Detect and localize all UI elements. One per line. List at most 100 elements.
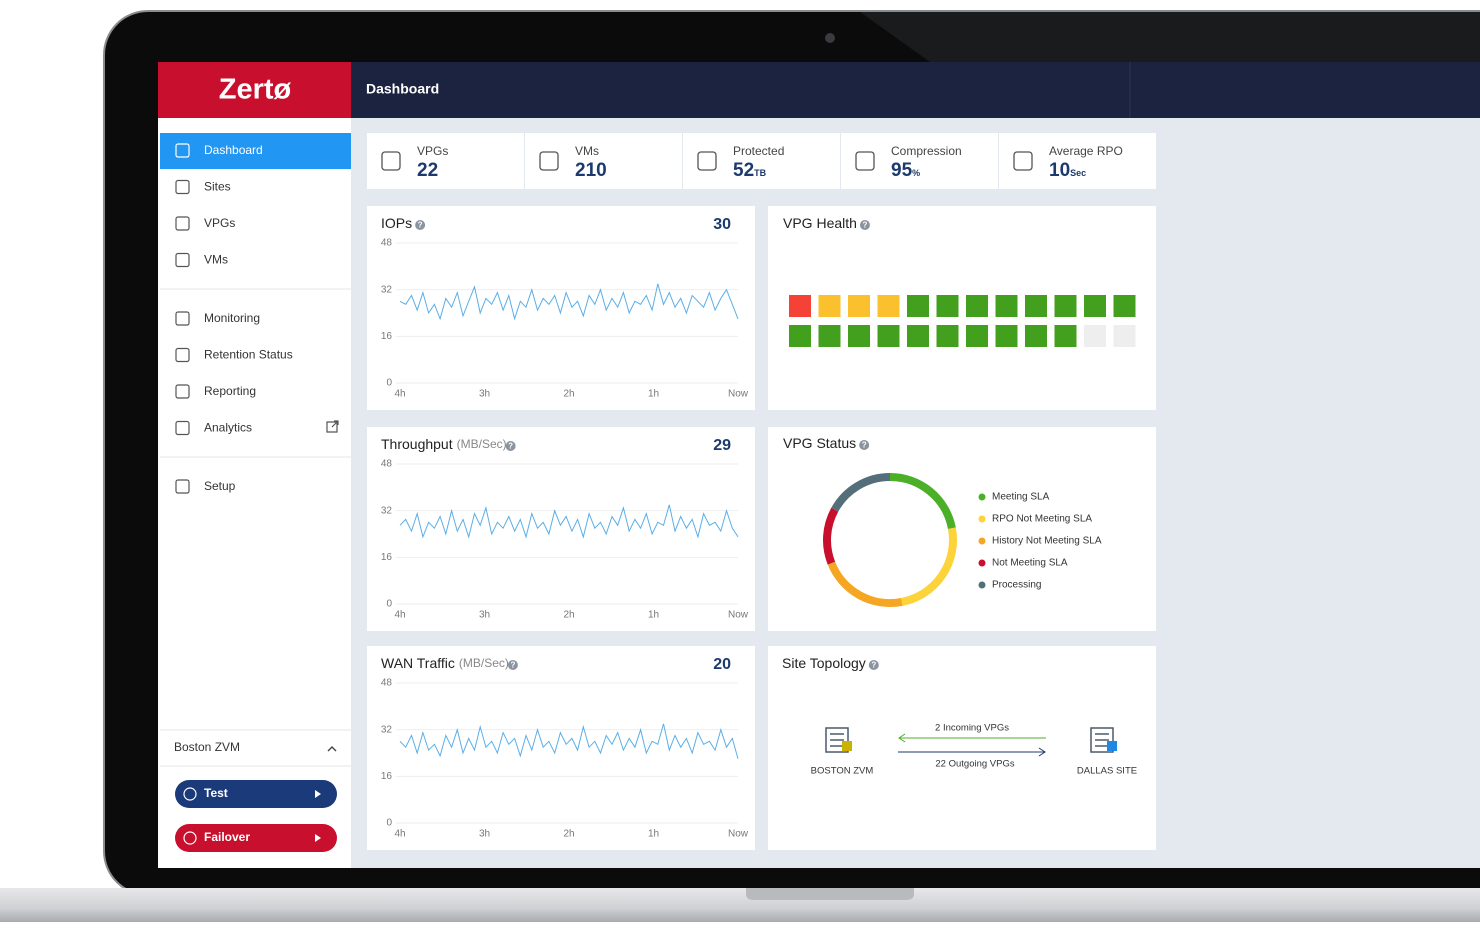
button-label[interactable]: Test — [204, 786, 228, 800]
current-value: 30 — [713, 216, 731, 233]
series-line — [399, 283, 739, 321]
kpi-value-text: 22 — [417, 160, 438, 181]
panel-subtitle: (MB/Sec) — [457, 437, 507, 451]
series-line — [399, 504, 739, 539]
health-cell — [848, 325, 870, 347]
kpi-label: Protected — [733, 144, 784, 158]
help-icon[interactable] — [507, 660, 518, 670]
incoming-label: 2 Incoming VPGs — [935, 723, 1009, 734]
panel-title-text: Site Topology — [782, 655, 866, 671]
nav-item[interactable]: Reporting — [204, 384, 256, 398]
health-cell — [936, 325, 959, 347]
content: Dashboard Sites VPGs VMs Monitoring Retention… — [160, 133, 1156, 852]
y-tick-label: 32 — [381, 724, 393, 735]
action-button[interactable] — [175, 780, 337, 808]
panel — [768, 427, 1156, 631]
health-cell — [789, 295, 811, 317]
health-cell — [995, 325, 1018, 347]
nav-item[interactable]: VMs — [204, 253, 228, 267]
nav-item[interactable]: VPGs — [204, 216, 235, 230]
help-icon[interactable] — [505, 441, 516, 451]
site-name: Boston ZVM — [174, 740, 240, 754]
x-tick-label: 3h — [479, 829, 490, 840]
button-icon — [183, 787, 197, 801]
legend-label: RPO Not Meeting SLA — [992, 514, 1092, 525]
kpi-card — [999, 133, 1156, 189]
x-tick-label: 4h — [394, 389, 405, 400]
panel-title-text: WAN Traffic — [381, 655, 455, 671]
kpi-value-text: 52TB — [733, 160, 767, 181]
health-cell — [1025, 295, 1047, 317]
kpi-icon — [381, 151, 401, 171]
x-tick-label: Now — [728, 389, 749, 400]
health-cell — [818, 295, 841, 317]
panel-title: VPG Status — [783, 435, 856, 451]
kpi-icon — [855, 151, 875, 171]
donut-segment — [827, 561, 903, 607]
y-tick-label: 0 — [386, 818, 392, 829]
site-icon — [825, 727, 849, 753]
x-tick-label: 2h — [563, 610, 574, 621]
button-icon — [183, 831, 197, 845]
site-badge — [842, 741, 852, 751]
nav-item[interactable]: Analytics — [204, 421, 252, 435]
health-cell — [995, 295, 1018, 317]
health-cell — [789, 325, 811, 347]
laptop-base — [0, 888, 1480, 922]
health-cell — [1084, 295, 1106, 317]
nav-icon — [175, 479, 190, 494]
kpi-card — [525, 133, 682, 189]
panel-title: Throughput (MB/Sec) — [381, 436, 507, 452]
nav-item[interactable]: Sites — [204, 180, 231, 194]
kpi-card — [367, 133, 524, 189]
help-icon-mark: ? — [862, 441, 867, 450]
panel-title: IOPs — [381, 215, 412, 231]
legend-dot — [978, 493, 986, 501]
help-icon[interactable] — [415, 220, 426, 230]
incoming-arrow — [898, 733, 1046, 743]
x-tick-label: 3h — [479, 610, 490, 621]
x-tick-label: Now — [728, 610, 749, 621]
kpi-value: 22 — [417, 160, 438, 181]
kpi-value: 52 — [733, 160, 754, 181]
top-bar — [158, 62, 1480, 118]
health-cell — [1113, 295, 1136, 317]
help-icon[interactable] — [868, 660, 879, 670]
outgoing-arrow — [898, 747, 1046, 757]
kpi-label: Average RPO — [1049, 144, 1123, 158]
nav-active — [160, 133, 351, 169]
y-tick-label: 16 — [381, 331, 393, 342]
panel — [367, 646, 755, 850]
health-cell — [907, 325, 929, 347]
nav-icon — [175, 216, 190, 231]
help-icon-mark: ? — [862, 221, 867, 230]
panel-title-text: Throughput — [381, 436, 453, 452]
kpi-icon — [1013, 151, 1033, 171]
panel-title-text: IOPs — [381, 215, 412, 231]
action-button[interactable] — [175, 824, 337, 852]
nav-item[interactable]: Monitoring — [204, 311, 260, 325]
camera — [825, 33, 835, 43]
help-icon[interactable] — [859, 220, 870, 230]
nav-icon — [175, 311, 190, 326]
kpi-value-text: 95% — [891, 160, 920, 181]
kpi-label: Compression — [891, 144, 962, 158]
help-icon-mark: ? — [510, 661, 515, 670]
nav-item[interactable]: Dashboard — [204, 143, 263, 157]
nav-item[interactable]: Retention Status — [204, 348, 293, 362]
nav-item[interactable]: Setup — [204, 479, 236, 493]
nav-icon — [175, 252, 190, 268]
button-label[interactable]: Failover — [204, 830, 250, 844]
legend-dot — [978, 537, 986, 545]
help-icon[interactable] — [859, 440, 870, 450]
kpi-icon — [539, 151, 559, 171]
health-cell — [966, 325, 988, 347]
panel-subtitle: (MB/Sec) — [459, 656, 509, 670]
legend-dot — [978, 515, 986, 523]
kpi-unit: TB — [754, 168, 766, 178]
y-tick-label: 32 — [381, 505, 393, 516]
series-line — [399, 723, 739, 759]
kpi-value-text: 210 — [575, 160, 607, 181]
collapse-icon — [327, 746, 337, 752]
